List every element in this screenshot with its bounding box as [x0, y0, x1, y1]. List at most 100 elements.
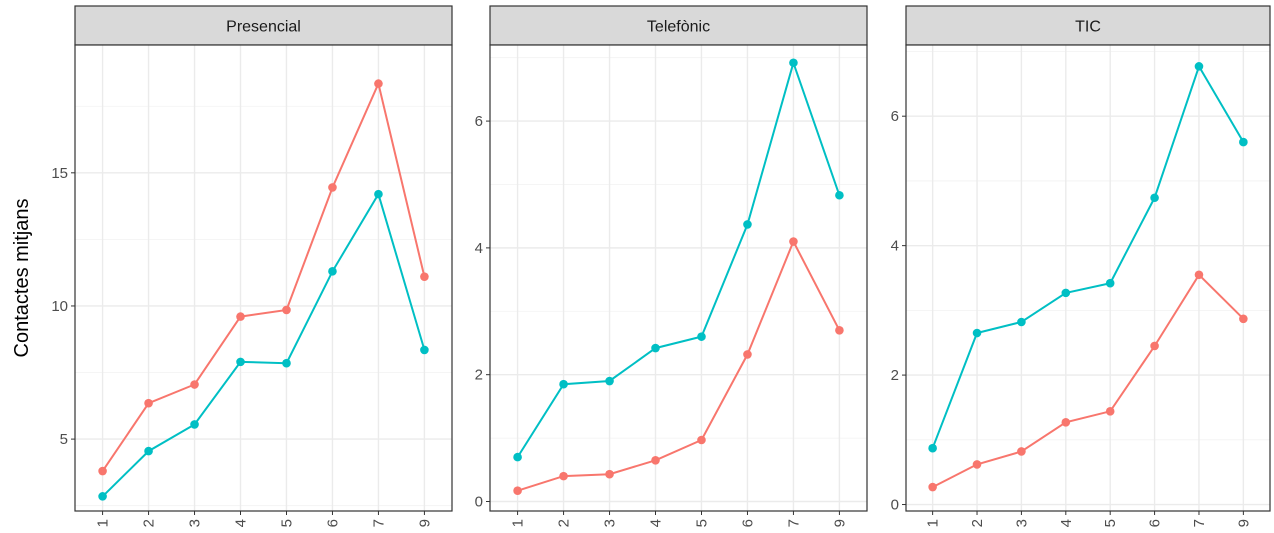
series-line-0 [101, 80, 426, 472]
data-point [513, 452, 522, 462]
x-tick-label: 3 [187, 519, 204, 527]
y-tick-label: 4 [475, 240, 483, 257]
x-tick-label: 9 [1235, 519, 1252, 527]
x-tick-label: 5 [1102, 519, 1119, 527]
y-axis-title: Contactes mitjans [11, 199, 33, 358]
panel-0: Presencial 5 10 15 1 2 3 4 5 6 7 9 [51, 5, 453, 527]
data-point [236, 312, 245, 321]
data-point [1150, 193, 1159, 203]
data-point [928, 482, 937, 492]
data-point [605, 469, 614, 479]
x-tick-label: 1 [925, 519, 942, 527]
y-tick-label: 2 [891, 367, 899, 384]
x-tick-label: 7 [785, 519, 802, 527]
series-line-1 [516, 59, 841, 458]
data-point [1061, 288, 1071, 298]
x-tick-label: 5 [693, 519, 710, 527]
data-point [743, 350, 752, 359]
x-tick-label: 4 [233, 519, 250, 527]
series-line-1 [931, 64, 1245, 449]
x-tick-label: 6 [739, 519, 756, 527]
x-tick-label: 3 [1013, 519, 1030, 527]
x-tick-label: 6 [324, 519, 341, 527]
series-line-0 [932, 273, 1245, 488]
panel-1: Telefònic 0 2 4 6 1 2 3 4 5 6 7 9 [475, 5, 868, 527]
x-tick-label: 4 [1058, 519, 1075, 527]
series-line-0 [517, 239, 841, 492]
data-point [1105, 407, 1115, 416]
x-tick-label: 1 [95, 519, 112, 527]
data-point [328, 183, 337, 192]
data-point [651, 455, 660, 465]
plot-background [906, 45, 1270, 511]
data-point [743, 220, 752, 229]
data-point [1239, 314, 1248, 324]
data-point [328, 267, 337, 276]
x-tick-label: 3 [602, 519, 619, 527]
x-tick-label: 9 [831, 519, 848, 527]
data-point [144, 446, 153, 456]
y-tick-label: 0 [891, 497, 899, 514]
data-point [1017, 447, 1026, 456]
data-point [282, 358, 291, 368]
panel-title: TIC [1075, 19, 1101, 36]
data-point [420, 345, 429, 355]
data-point [144, 398, 153, 408]
data-point [605, 376, 614, 386]
data-point [98, 492, 107, 501]
data-point [697, 435, 706, 445]
y-tick-label: 6 [475, 113, 483, 130]
panel-2: TIC 0 2 4 6 1 2 3 4 5 6 7 9 [891, 5, 1271, 527]
data-point [374, 79, 383, 88]
x-tick-label: 5 [278, 519, 295, 527]
data-point [789, 58, 798, 68]
data-point [98, 466, 107, 476]
data-point [420, 272, 429, 281]
y-tick-label: 0 [475, 493, 483, 510]
y-tick-label: 4 [891, 238, 899, 255]
panel-border [489, 44, 868, 512]
data-point [190, 380, 199, 389]
data-point [1194, 62, 1204, 71]
x-tick-label: 6 [1147, 519, 1164, 527]
data-point [835, 190, 844, 200]
data-point [651, 343, 660, 353]
data-point [1061, 418, 1071, 427]
data-point [1239, 137, 1248, 147]
panel-border [905, 44, 1271, 512]
plot-background [75, 45, 452, 511]
data-point [282, 305, 291, 315]
x-tick-label: 7 [1191, 519, 1208, 527]
panel-strip [74, 5, 453, 46]
data-point [1194, 270, 1204, 280]
panel-title: Telefònic [647, 19, 710, 36]
panel-strip [905, 5, 1271, 46]
x-tick-label: 2 [141, 519, 158, 527]
plot-background [490, 45, 867, 511]
x-tick-label: 2 [969, 519, 986, 527]
y-tick-label: 15 [51, 165, 68, 182]
data-point [559, 379, 568, 389]
x-tick-label: 1 [510, 519, 527, 527]
y-tick-label: 6 [891, 108, 899, 125]
x-tick-label: 2 [556, 519, 573, 527]
x-tick-label: 9 [416, 519, 433, 527]
data-point [972, 460, 982, 469]
panel-title: Presencial [226, 19, 301, 36]
series-line-1 [101, 191, 426, 498]
data-point [559, 471, 568, 481]
data-point [1150, 341, 1159, 351]
data-point [972, 328, 982, 338]
x-tick-label: 4 [648, 519, 665, 527]
data-point [190, 420, 199, 429]
data-point [697, 332, 706, 341]
data-point [1017, 317, 1026, 327]
data-point [928, 443, 937, 453]
x-tick-label: 7 [370, 519, 387, 527]
y-tick-label: 2 [475, 367, 483, 384]
panel-border [74, 44, 453, 512]
data-point [236, 357, 245, 367]
data-point [374, 189, 383, 199]
